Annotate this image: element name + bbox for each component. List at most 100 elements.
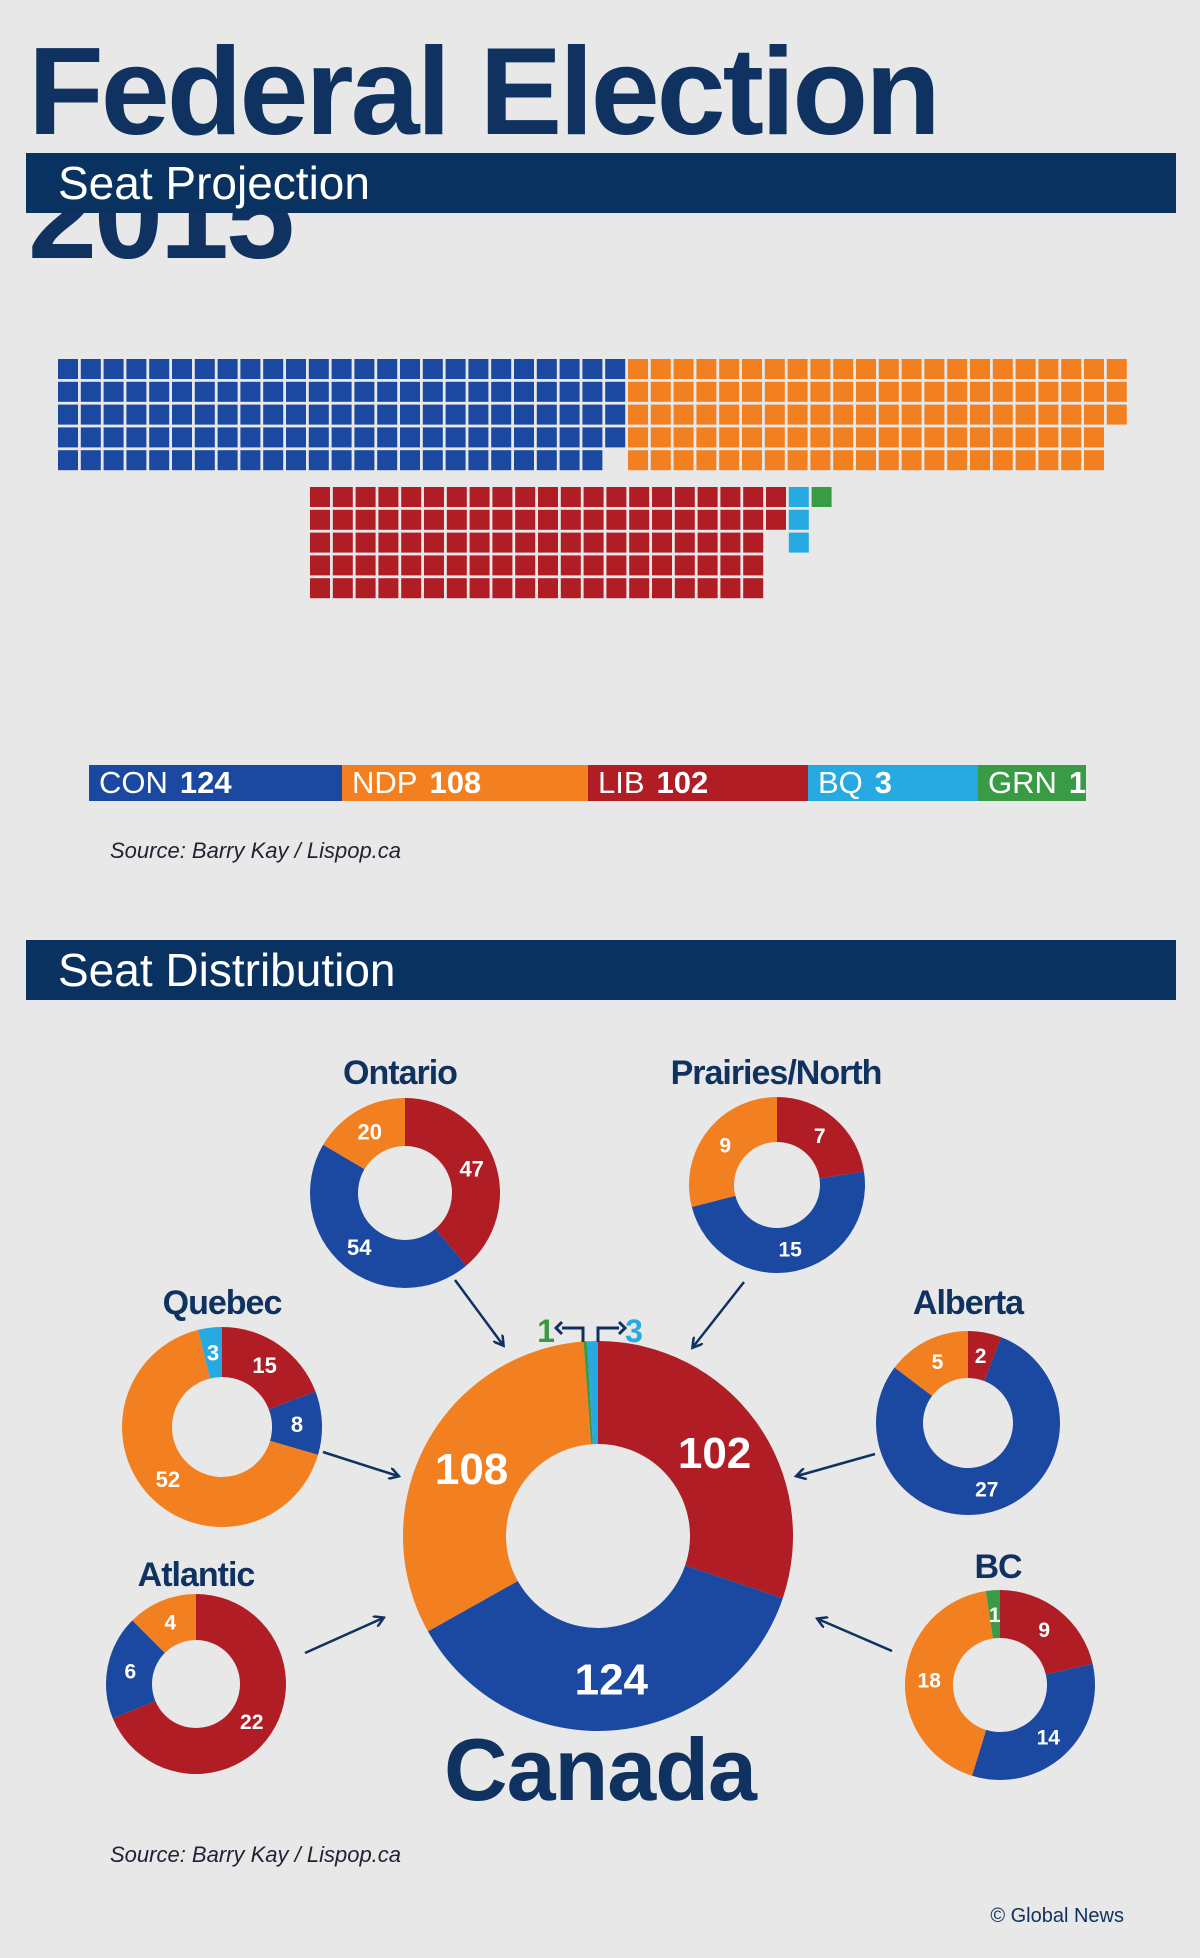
donut-slice-lib xyxy=(777,1097,864,1179)
donut-slice-lib xyxy=(968,1331,1002,1382)
seat-square-con xyxy=(149,404,170,425)
seat-square-ndp xyxy=(856,404,876,425)
seat-square-ndp xyxy=(628,381,648,402)
seat-square-lib xyxy=(355,487,376,507)
seat-square-lib xyxy=(446,555,467,576)
seat-square-con xyxy=(354,404,375,425)
seat-square-lib xyxy=(310,532,330,553)
seat-square-lib xyxy=(583,578,604,599)
seat-square-con xyxy=(514,427,534,448)
seat-square-con xyxy=(377,404,398,425)
seat-square-con xyxy=(58,450,78,471)
seat-square-lib xyxy=(332,532,353,553)
seat-square-con xyxy=(377,450,398,471)
seat-square-ndp xyxy=(719,381,740,402)
seat-square-ndp xyxy=(673,427,694,448)
seat-square-ndp xyxy=(924,450,945,471)
donut-slice-lib xyxy=(1000,1590,1093,1675)
seat-square-ndp xyxy=(1061,359,1082,379)
seat-square-ndp xyxy=(696,381,717,402)
seat-square-con xyxy=(80,450,101,471)
seat-square-lib xyxy=(515,578,536,599)
seat-projection-waffle-chart xyxy=(58,359,1127,599)
seat-square-con xyxy=(308,427,329,448)
seat-square-con xyxy=(582,381,603,402)
legend-grn: GRN 1 xyxy=(978,765,1086,801)
seat-square-ndp xyxy=(1084,427,1104,448)
donut-value-label: 2 xyxy=(975,1345,987,1368)
seat-square-ndp xyxy=(628,450,648,471)
seat-square-con xyxy=(491,450,512,471)
seat-square-ndp xyxy=(856,450,876,471)
seat-square-ndp xyxy=(1038,450,1059,471)
donut-slice-con xyxy=(691,1171,866,1274)
seat-square-ndp xyxy=(856,381,876,402)
section-header-seat-projection: Seat Projection xyxy=(26,153,1176,213)
seat-square-ndp xyxy=(673,381,694,402)
seat-square-con xyxy=(263,404,284,425)
seat-square-lib xyxy=(629,555,650,576)
seat-square-con xyxy=(126,404,147,425)
seat-square-con xyxy=(536,381,557,402)
seat-square-lib xyxy=(629,578,650,599)
seat-square-con xyxy=(308,359,329,379)
donut-value-label: 124 xyxy=(575,1656,649,1705)
arrow-icon xyxy=(304,1618,383,1655)
seat-square-con xyxy=(308,404,329,425)
seat-square-ndp xyxy=(970,404,990,425)
seat-square-ndp xyxy=(696,427,717,448)
seat-square-con xyxy=(536,359,557,379)
seat-square-con xyxy=(514,381,534,402)
seat-square-ndp xyxy=(878,427,899,448)
seat-square-ndp xyxy=(992,450,1013,471)
donut-value-label: 1 xyxy=(989,1604,1001,1627)
donut-slice-con xyxy=(427,1565,783,1731)
seat-square-ndp xyxy=(742,381,762,402)
seat-square-ndp xyxy=(901,404,922,425)
arrow-icon xyxy=(818,1619,893,1653)
donut-value-label: 6 xyxy=(124,1660,136,1683)
seat-square-lib xyxy=(766,509,786,530)
seat-square-con xyxy=(377,359,398,379)
seat-square-con xyxy=(286,381,306,402)
donut-slice-con xyxy=(310,1144,467,1288)
seat-square-ndp xyxy=(719,427,740,448)
seat-square-ndp xyxy=(901,450,922,471)
seat-square-lib xyxy=(355,532,376,553)
donut-slice-bq xyxy=(198,1327,222,1379)
seat-square-lib xyxy=(310,487,330,507)
seat-square-con xyxy=(103,404,124,425)
seat-square-ndp xyxy=(947,359,968,379)
seat-square-ndp xyxy=(833,359,854,379)
seat-square-con xyxy=(605,427,626,448)
donut-slice-con xyxy=(105,1620,165,1719)
seat-square-lib xyxy=(492,509,513,530)
seat-square-con xyxy=(172,450,192,471)
seat-square-ndp xyxy=(1061,381,1082,402)
seat-square-ndp xyxy=(924,427,945,448)
seat-square-con xyxy=(514,450,534,471)
seat-square-ndp xyxy=(833,404,854,425)
seat-square-ndp xyxy=(673,359,694,379)
seat-square-lib xyxy=(560,487,581,507)
seat-square-con xyxy=(194,381,215,402)
donut-alberta: 2 27 5 Alberta xyxy=(876,1284,1060,1515)
donut-slice-con xyxy=(971,1663,1096,1780)
seat-square-con xyxy=(240,450,261,471)
seat-square-con xyxy=(468,427,489,448)
seat-square-con xyxy=(103,381,124,402)
seat-square-ndp xyxy=(696,450,717,471)
seat-square-ndp xyxy=(970,427,990,448)
legend-seat-count: 1 xyxy=(1068,765,1086,800)
bq-pointer-icon xyxy=(596,1326,619,1342)
seat-square-ndp xyxy=(810,404,831,425)
donut-slice-ndp xyxy=(403,1341,592,1632)
seat-square-con xyxy=(354,359,375,379)
seat-square-lib xyxy=(720,555,741,576)
seat-square-lib xyxy=(674,578,695,599)
seat-square-con xyxy=(58,359,78,379)
seat-square-con xyxy=(126,359,147,379)
seat-square-lib xyxy=(743,532,764,553)
donut-value-label: 108 xyxy=(435,1445,508,1494)
seat-square-lib xyxy=(720,487,741,507)
